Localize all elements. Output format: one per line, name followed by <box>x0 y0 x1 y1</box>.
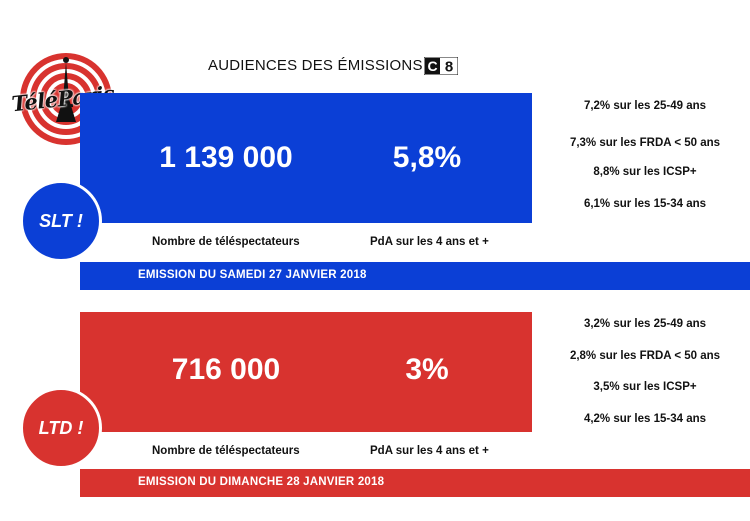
slt-viewers: 1 139 000 <box>159 141 293 174</box>
slt-stat-1: 7,2% sur les 25-49 ans <box>583 100 707 112</box>
ltd-share: 3% <box>405 353 449 386</box>
ltd-block <box>80 312 532 432</box>
slt-stat-4: 6,1% sur les 15-34 ans <box>583 198 707 210</box>
channel-number: 8 <box>445 59 453 76</box>
ltd-share-label: PdA sur les 4 ans et + <box>370 445 489 457</box>
ltd-date-banner: EMISSION DU DIMANCHE 28 JANVIER 2018 <box>80 469 750 497</box>
ltd-stat-4: 4,2% sur les 15-34 ans <box>583 413 707 425</box>
channel-letter: C <box>427 58 437 74</box>
channel-logo: C 8 <box>424 57 458 75</box>
slt-stat-2: 7,3% sur les FRDA < 50 ans <box>569 137 721 149</box>
slt-stat-3: 8,8% sur les ICSP+ <box>593 166 697 178</box>
ltd-date-text: EMISSION DU DIMANCHE 28 JANVIER 2018 <box>138 476 385 488</box>
ltd-stat-1: 3,2% sur les 25-49 ans <box>583 318 707 330</box>
slt-date-banner: EMISSION DU SAMEDI 27 JANVIER 2018 <box>80 262 750 290</box>
slt-date-text: EMISSION DU SAMEDI 27 JANVIER 2018 <box>138 269 367 281</box>
slt-share: 5,8% <box>392 141 462 174</box>
ltd-viewers: 716 000 <box>171 353 281 386</box>
header-title: AUDIENCES DES ÉMISSIONS <box>208 57 423 74</box>
ltd-badge: LTD ! <box>20 387 102 469</box>
slt-viewers-label: Nombre de téléspectateurs <box>152 236 300 248</box>
slt-badge: SLT ! <box>20 180 102 262</box>
ltd-stat-2: 2,8% sur les FRDA < 50 ans <box>569 350 721 362</box>
ltd-viewers-label: Nombre de téléspectateurs <box>152 445 300 457</box>
ltd-stat-3: 3,5% sur les ICSP+ <box>593 381 697 393</box>
slt-share-label: PdA sur les 4 ans et + <box>370 236 489 248</box>
slt-block <box>80 93 532 223</box>
